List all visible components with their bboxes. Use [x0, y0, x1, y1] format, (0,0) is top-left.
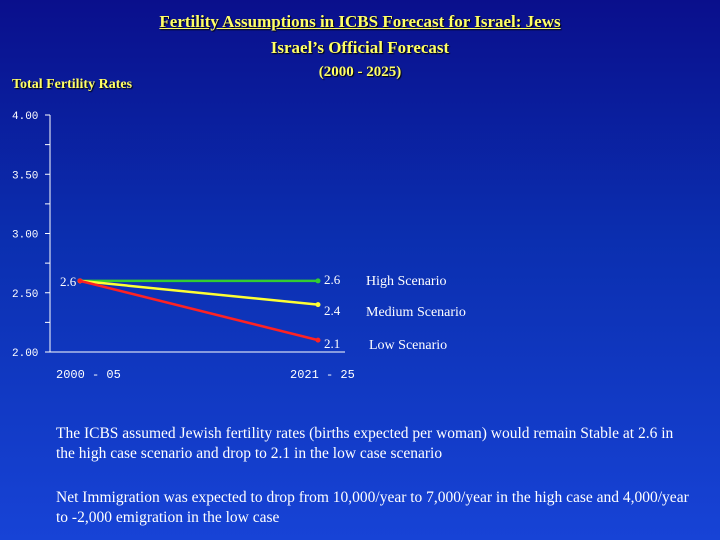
y-tick-label: 3.00 — [12, 230, 38, 242]
legend-label: Medium Scenario — [366, 305, 466, 320]
legend-label: High Scenario — [366, 274, 446, 289]
series-line — [79, 279, 319, 306]
x-tick-label: 2000 - 05 — [56, 368, 121, 382]
y-axis-title: Total Fertility Rates — [12, 77, 133, 92]
note-paragraph-1: The ICBS assumed Jewish fertility rates … — [56, 425, 674, 462]
y-tick-label: 4.00 — [12, 111, 38, 123]
title-line-1: Fertility Assumptions in ICBS Forecast f… — [159, 12, 561, 31]
y-tick-label: 2.00 — [12, 348, 38, 360]
y-tick-label: 2.50 — [12, 289, 38, 301]
series-line — [79, 279, 319, 342]
series-point — [315, 302, 321, 308]
end-value-label: 2.6 — [324, 272, 341, 287]
x-tick-label: 2021 - 25 — [290, 368, 355, 382]
end-value-label: 2.4 — [324, 303, 341, 318]
y-tick-label: 3.50 — [12, 170, 38, 182]
series-point — [77, 278, 83, 284]
legend-label: Low Scenario — [369, 338, 447, 353]
title-line-3: (2000 - 2025) — [318, 64, 402, 80]
series-point — [315, 337, 321, 343]
title-line-2: Israel’s Official Forecast — [270, 38, 450, 57]
end-value-label: 2.1 — [324, 336, 340, 351]
note-paragraph-2: Net Immigration was expected to drop fro… — [56, 489, 689, 526]
series-point — [315, 278, 321, 284]
fertility-chart: 4.00 3.50 3.00 2.50 2.00 2000 - 05 2021 - 25 2.… — [12, 111, 466, 382]
start-value-label: 2.6 — [60, 274, 77, 289]
